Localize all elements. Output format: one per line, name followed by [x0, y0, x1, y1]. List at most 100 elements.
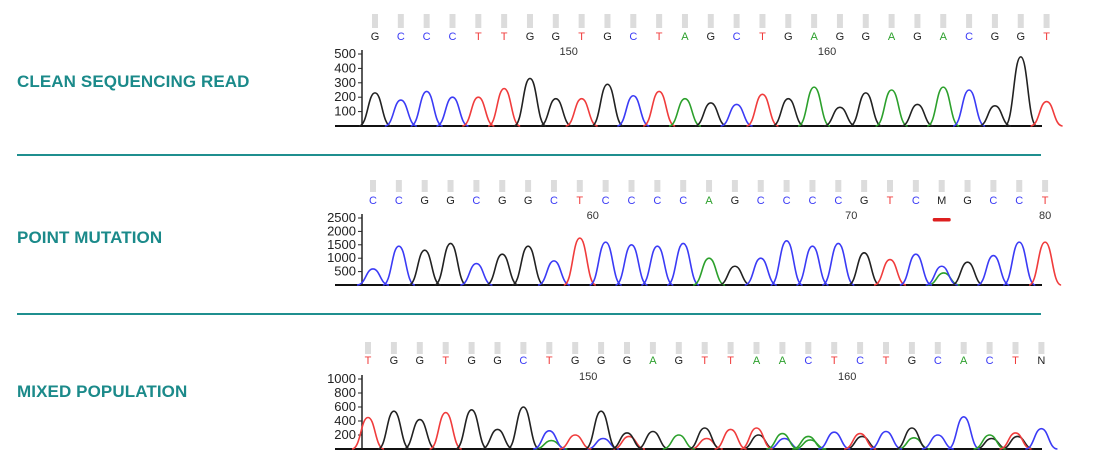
base-call: G — [524, 195, 533, 207]
base-call: G — [731, 195, 740, 207]
y-tick-label: 500 — [334, 46, 356, 61]
quality-bar — [727, 342, 734, 354]
base-call: T — [727, 355, 734, 367]
quality-bar — [423, 14, 430, 28]
quality-bar — [934, 342, 941, 354]
quality-bar — [365, 342, 371, 354]
quality-bar — [680, 180, 687, 192]
peak — [662, 434, 695, 450]
peak — [462, 96, 495, 127]
base-call: C — [369, 195, 377, 207]
peak — [610, 432, 644, 450]
peak — [382, 245, 416, 286]
base-call: G — [913, 31, 922, 43]
peak — [925, 265, 958, 286]
base-call: A — [940, 31, 948, 43]
base-call: T — [365, 355, 372, 367]
base-call: C — [423, 31, 431, 43]
base-call: C — [757, 195, 765, 207]
base-call: C — [965, 31, 973, 43]
quality-bar — [785, 14, 792, 28]
peak — [921, 434, 954, 450]
quality-bar — [576, 180, 583, 192]
quality-bar — [416, 342, 423, 354]
panel-label: MIXED POPULATION — [17, 382, 188, 401]
quality-bar — [964, 180, 971, 192]
panel-clean-read: CLEAN SEQUENCING READ 500 400 300 200 100 G C C… — [0, 0, 1113, 150]
base-call: N — [1037, 355, 1045, 367]
peak — [481, 428, 514, 450]
y-tick-label: 500 — [334, 264, 356, 279]
quality-bar — [395, 180, 402, 192]
peak — [591, 83, 624, 127]
base-call: C — [986, 355, 994, 367]
quality-bar — [1016, 180, 1023, 192]
quality-bar — [604, 14, 611, 28]
quality-bar — [1042, 180, 1049, 192]
base-call: C — [395, 195, 403, 207]
quality-bar — [811, 14, 818, 28]
base-call: C — [679, 195, 687, 207]
quality-bar — [912, 180, 919, 192]
quality-bar — [525, 180, 532, 192]
quality-bar — [759, 14, 766, 28]
quality-bar — [835, 180, 842, 192]
base-call: A — [753, 355, 761, 367]
quality-bar — [602, 180, 609, 192]
peak — [429, 411, 463, 450]
peak — [584, 410, 618, 450]
peak — [384, 99, 418, 127]
peak — [869, 430, 903, 450]
quality-bar — [449, 14, 456, 28]
quality-bar — [681, 14, 688, 28]
quality-bar — [473, 180, 480, 192]
base-call: G — [860, 195, 869, 207]
peak — [947, 415, 981, 450]
peak — [565, 97, 598, 127]
base-call: G — [498, 195, 507, 207]
peak — [771, 97, 805, 127]
base-call: G — [991, 31, 1000, 43]
quality-bar — [628, 180, 635, 192]
peak — [766, 432, 799, 450]
secondary-peak — [845, 435, 879, 450]
quality-bar — [442, 342, 449, 354]
peak — [615, 243, 648, 286]
base-call: G — [467, 355, 476, 367]
y-tick-label: 2000 — [327, 223, 356, 238]
quality-bar — [390, 342, 397, 354]
peak — [977, 254, 1010, 286]
base-call: G — [1016, 31, 1025, 43]
peak — [817, 431, 851, 450]
position-label: 150 — [579, 371, 597, 383]
quality-bar — [572, 342, 579, 354]
y-tick-label: 800 — [334, 385, 356, 400]
peak — [563, 237, 597, 286]
quality-bar — [546, 342, 553, 354]
quality-bar — [520, 342, 527, 354]
y-tick-label: 1000 — [327, 250, 356, 265]
peak — [460, 262, 493, 286]
base-call: G — [493, 355, 502, 367]
secondary-peak — [1001, 435, 1034, 450]
peak — [511, 245, 545, 286]
quality-bar — [938, 180, 945, 192]
quality-bar — [706, 180, 713, 192]
base-call: T — [1043, 31, 1050, 43]
peak — [847, 252, 881, 286]
quality-bar — [914, 14, 921, 28]
y-tick-label: 2500 — [327, 210, 356, 225]
quality-bar — [861, 180, 868, 192]
peak — [770, 239, 804, 286]
base-call: G — [963, 195, 972, 207]
base-call: T — [576, 195, 583, 207]
quality-bar — [598, 342, 605, 354]
peak — [410, 90, 444, 127]
secondary-peak — [612, 435, 646, 450]
base-call: A — [960, 355, 968, 367]
peak — [796, 245, 829, 286]
quality-bar — [966, 14, 973, 28]
quality-bar — [475, 14, 482, 28]
quality-bar — [986, 342, 993, 354]
